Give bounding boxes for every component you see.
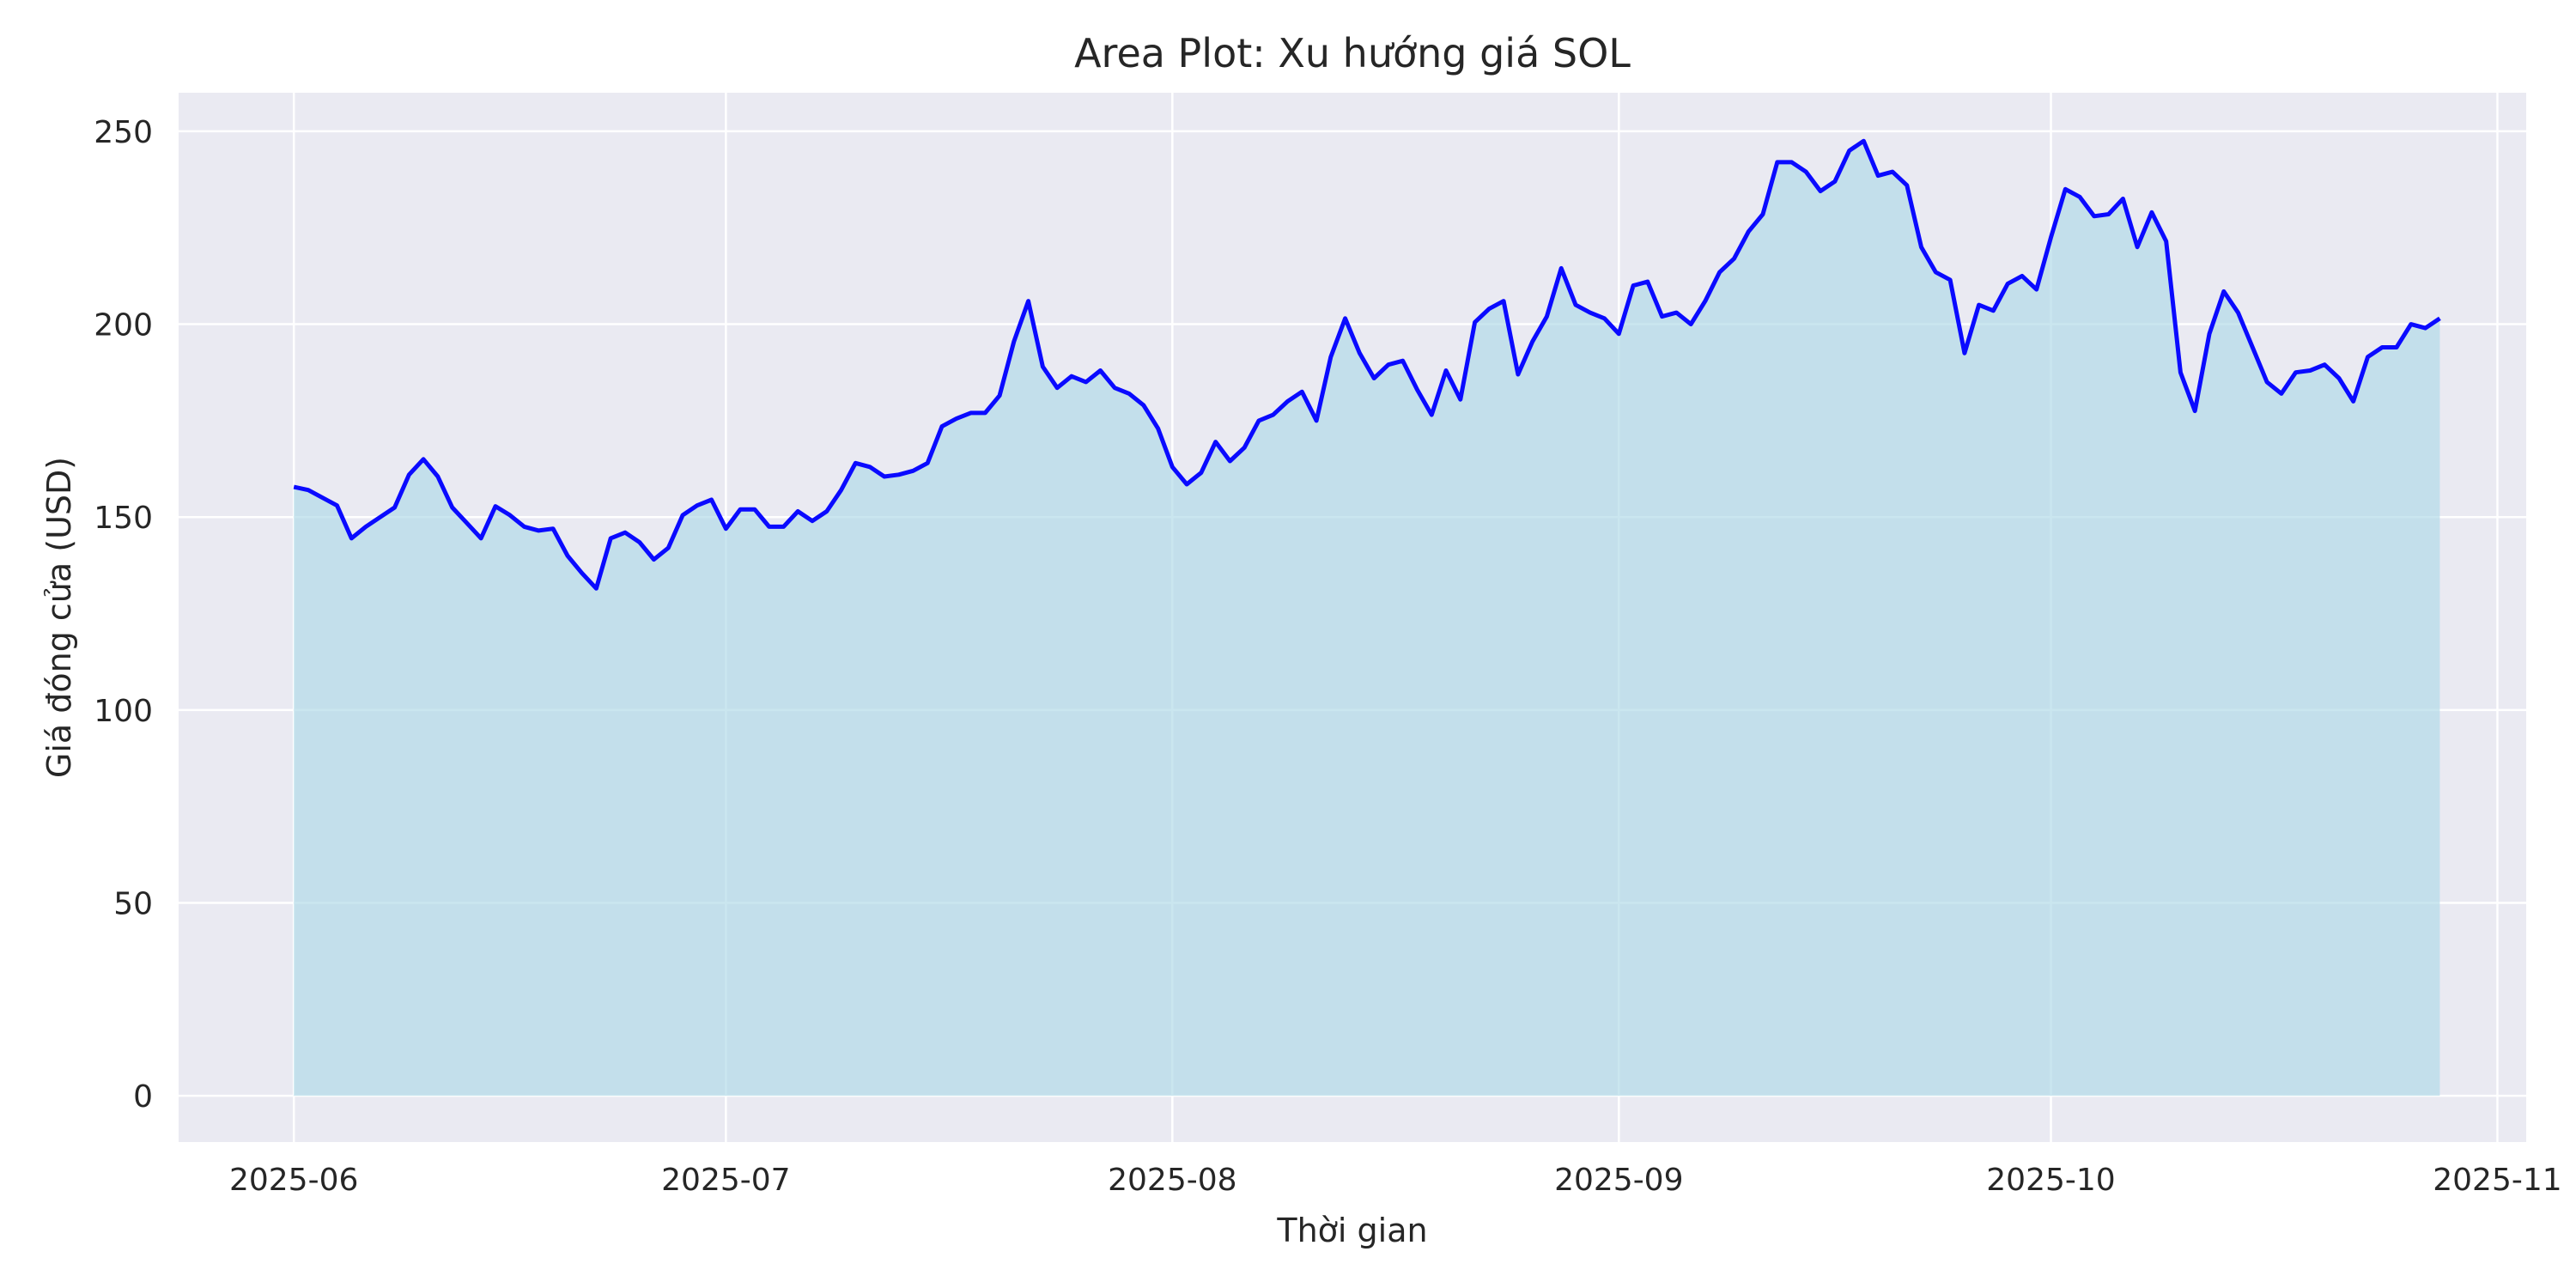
x-tick-label: 2025-08 xyxy=(1108,1163,1236,1198)
price-area-fill xyxy=(294,141,2440,1097)
x-tick-label: 2025-06 xyxy=(229,1163,358,1198)
y-tick-label: 150 xyxy=(94,501,153,536)
y-tick-label: 0 xyxy=(133,1079,153,1115)
x-tick-label: 2025-10 xyxy=(1986,1163,2115,1198)
chart-title: Area Plot: Xu hướng giá SOL xyxy=(1074,30,1631,76)
y-axis-label: Giá đóng cửa (USD) xyxy=(40,457,78,778)
price-line xyxy=(293,138,2441,591)
y-tick-label: 50 xyxy=(113,886,153,921)
x-axis-label: Thời gian xyxy=(1276,1212,1427,1249)
x-tick-label: 2025-07 xyxy=(661,1163,790,1198)
y-tick-labels: 0 50 100 150 200 250 xyxy=(94,115,153,1115)
x-tick-labels: 2025-06 2025-07 2025-08 2025-09 2025-10 2025-… xyxy=(229,1163,2562,1198)
x-tick-label: 2025-09 xyxy=(1554,1163,1683,1198)
y-tick-label: 250 xyxy=(94,115,153,150)
y-tick-label: 200 xyxy=(94,308,153,343)
x-tick-label: 2025-11 xyxy=(2433,1163,2561,1198)
y-tick-label: 100 xyxy=(94,694,153,729)
